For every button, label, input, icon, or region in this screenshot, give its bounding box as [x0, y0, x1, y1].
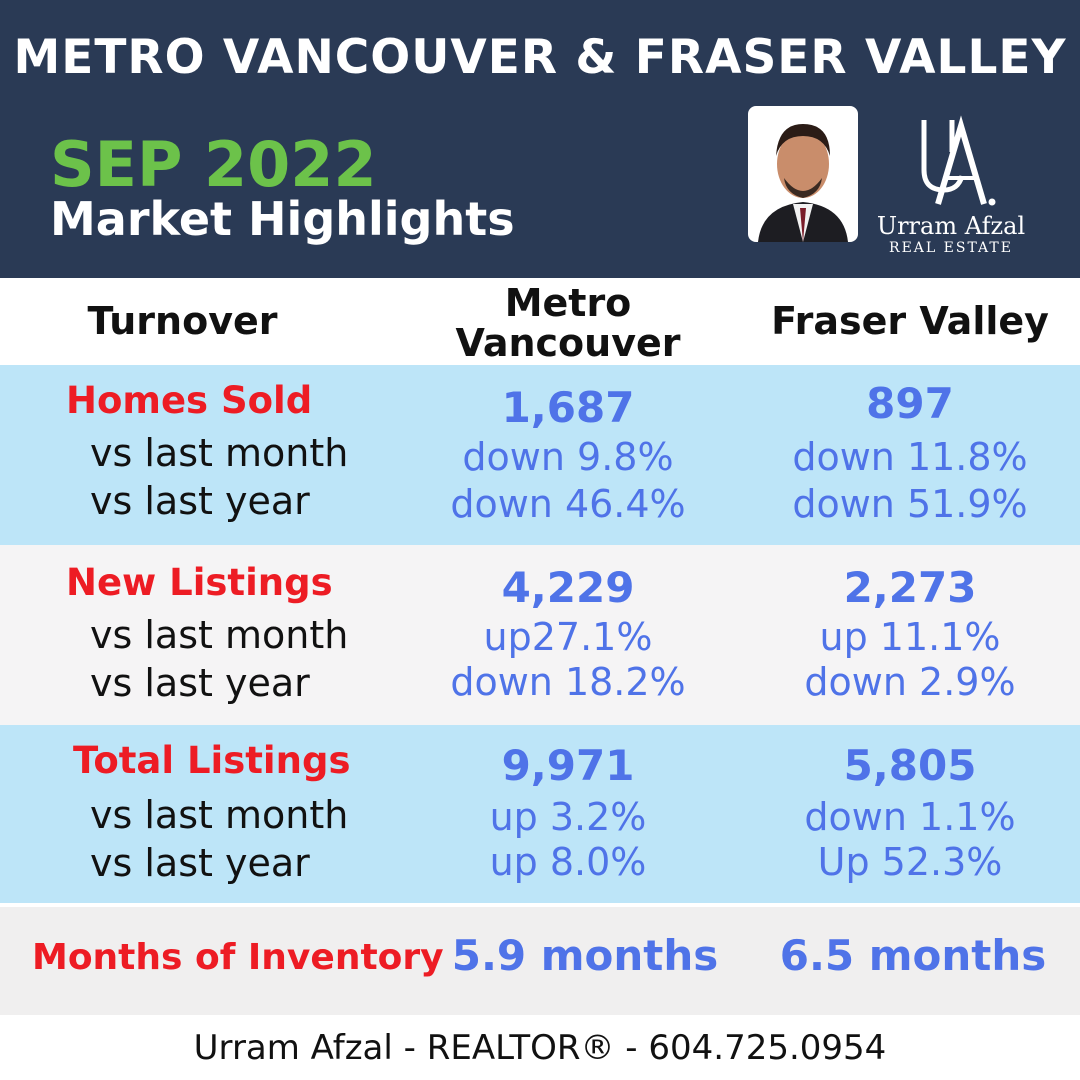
- fraser-value: 2,273: [843, 563, 977, 612]
- row-sublabel-month: vs last month: [90, 431, 349, 475]
- contact-footer: Urram Afzal - REALTOR® - 604.725.0954: [193, 1028, 887, 1068]
- row-sublabel-year: vs last year: [90, 661, 310, 705]
- metro-month-change: up 3.2%: [489, 795, 647, 839]
- fraser-year-change: down 51.9%: [792, 482, 1028, 526]
- column-header-metro: Metro Vancouver: [455, 281, 681, 365]
- row-label: Homes Sold: [66, 379, 313, 422]
- fraser-value: 897: [866, 379, 954, 428]
- inventory-label: Months of Inventory: [32, 937, 444, 978]
- header-banner: METRO VANCOUVER & FRASER VALLEY SEP 2022…: [0, 0, 1080, 278]
- fraser-month-change: down 11.8%: [792, 435, 1028, 479]
- logo-mark-icon: [921, 115, 996, 206]
- metro-month-change: up27.1%: [483, 615, 653, 659]
- fraser-month-change: down 1.1%: [804, 795, 1016, 839]
- row-sublabel-month: vs last month: [90, 613, 349, 657]
- metro-value: 9,971: [501, 741, 635, 790]
- brand-logo: Urram Afzal REAL ESTATE: [866, 112, 1036, 262]
- column-header-turnover: Turnover: [87, 299, 278, 343]
- metro-year-change: down 46.4%: [450, 482, 686, 526]
- logo-tagline: REAL ESTATE: [889, 240, 1013, 256]
- row-sublabel-month: vs last month: [90, 793, 349, 837]
- fraser-inventory: 6.5 months: [779, 931, 1047, 980]
- report-date: SEP 2022: [50, 128, 377, 201]
- total-listings-section: Total Listings vs last month vs last yea…: [0, 725, 1080, 903]
- page-title: METRO VANCOUVER & FRASER VALLEY: [13, 30, 1067, 85]
- metro-year-change: up 8.0%: [489, 840, 647, 884]
- new-listings-section: New Listings vs last month vs last year …: [0, 545, 1080, 725]
- metro-month-change: down 9.8%: [462, 435, 674, 479]
- agent-photo: [748, 106, 858, 242]
- metro-year-change: down 18.2%: [450, 660, 686, 704]
- fraser-value: 5,805: [843, 741, 977, 790]
- fraser-month-change: up 11.1%: [819, 615, 1001, 659]
- metro-inventory: 5.9 months: [451, 931, 719, 980]
- row-label: New Listings: [66, 561, 333, 604]
- metro-value: 1,687: [501, 383, 635, 432]
- row-sublabel-year: vs last year: [90, 841, 310, 885]
- inventory-section: Months of Inventory 5.9 months 6.5 month…: [0, 907, 1080, 1015]
- fraser-year-change: down 2.9%: [804, 660, 1016, 704]
- metro-value: 4,229: [501, 563, 635, 612]
- row-sublabel-year: vs last year: [90, 479, 310, 523]
- fraser-year-change: Up 52.3%: [817, 840, 1003, 884]
- column-header-fraser: Fraser Valley: [771, 299, 1049, 343]
- page-subtitle: Market Highlights: [50, 192, 515, 246]
- logo-name: Urram Afzal: [876, 212, 1026, 240]
- row-label: Total Listings: [73, 739, 351, 782]
- homes-sold-section: Homes Sold vs last month vs last year 1,…: [0, 365, 1080, 545]
